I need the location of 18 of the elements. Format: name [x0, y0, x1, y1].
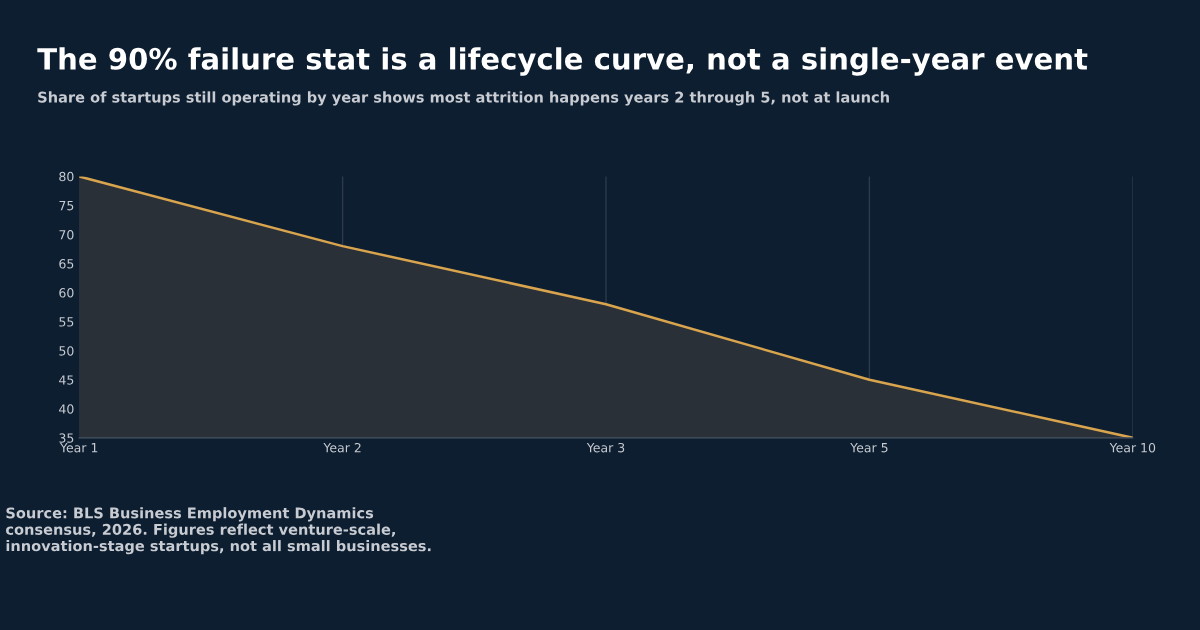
x-tick-label: Year 5: [850, 443, 888, 453]
chart-subtitle: Share of startups still operating by year shows most attrition happens years 2 through 5, not at launch: [38, 91, 889, 106]
y-tick-label: 80: [59, 171, 74, 182]
y-tick-label: 65: [59, 259, 74, 269]
y-tick-label: 70: [59, 229, 74, 240]
source-note: Source: BLS Business Employment Dynamics consensus, 2026. Figures reflect venture-scale, innovation-stage startups, not all small businesses.: [6, 507, 431, 555]
x-tick-label: Year 10: [1109, 442, 1156, 453]
x-tick-label: Year 3: [586, 442, 625, 453]
y-tick-label: 60: [59, 288, 74, 298]
y-tick-label: 40: [59, 404, 74, 414]
x-tick-label: Year 1: [59, 443, 98, 453]
chart-title: The 90% failure stat is a lifecycle curve, not a single-year event: [37, 47, 1088, 76]
y-tick-label: 35: [59, 433, 74, 443]
y-tick-label: 45: [59, 375, 74, 385]
y-tick-label: 50: [59, 346, 74, 356]
y-tick-label: 55: [59, 317, 74, 327]
x-tick-label: Year 2: [323, 442, 361, 453]
y-tick-label: 75: [59, 201, 74, 211]
